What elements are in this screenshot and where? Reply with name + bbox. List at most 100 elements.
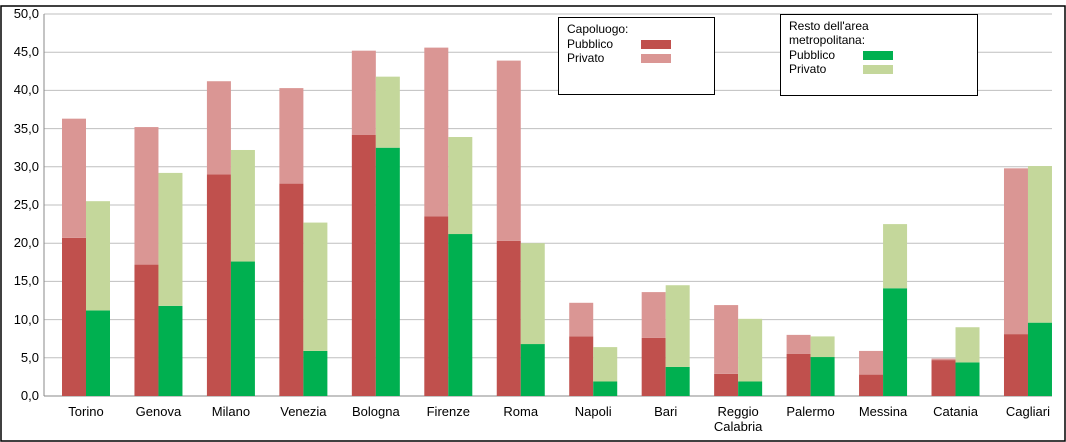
bar-segment <box>931 358 956 361</box>
bar-segment <box>230 149 255 262</box>
y-tick-label: 20,0 <box>13 235 39 251</box>
y-tick-label: 40,0 <box>13 82 39 98</box>
legend-swatch <box>863 50 893 60</box>
bar-segment <box>424 47 449 217</box>
bar-segment <box>738 318 763 382</box>
bar-segment <box>351 134 376 396</box>
x-tick-label: Torino <box>68 404 104 419</box>
bar-segment <box>448 137 473 235</box>
bar-segment <box>641 337 666 396</box>
legend-swatch <box>863 64 893 74</box>
bar-segment <box>1003 168 1028 335</box>
bar-segment <box>593 347 618 382</box>
bar-segment <box>859 374 884 396</box>
legend-item: Privato <box>567 51 706 65</box>
bar-segment <box>158 305 183 396</box>
bar-segment <box>931 360 956 396</box>
bar-segment <box>351 50 376 135</box>
bar-segment <box>714 305 739 374</box>
bar-segment <box>569 336 594 396</box>
y-tick-label: 15,0 <box>13 273 39 289</box>
x-tick-label: Genova <box>135 404 182 419</box>
bar-segment <box>303 222 328 351</box>
y-tick-label: 10,0 <box>13 311 39 327</box>
bar-segment <box>496 60 521 241</box>
bar-segment <box>859 350 884 375</box>
x-tick-label: Cagliari <box>1005 404 1050 419</box>
y-tick-label: 50,0 <box>13 6 39 21</box>
legend-label: Privato <box>789 62 827 76</box>
y-tick-label: 30,0 <box>13 158 39 174</box>
legend-swatch <box>641 53 671 63</box>
legend: Capoluogo: Pubblico Privato <box>558 17 715 95</box>
bar-segment <box>134 127 159 265</box>
legend-item: Pubblico <box>567 37 706 51</box>
bar-segment <box>569 302 594 337</box>
bar-segment <box>810 357 835 396</box>
bar-segment <box>1027 166 1052 323</box>
bar-segment <box>62 118 86 238</box>
bar-segment <box>448 234 473 396</box>
y-tick-label: 25,0 <box>13 197 39 212</box>
bar-segment <box>810 336 835 358</box>
bar-segment <box>593 381 618 396</box>
bar-segment <box>303 350 328 396</box>
legend-label: Privato <box>567 51 605 65</box>
legend-label: Pubblico <box>567 37 614 51</box>
bar-segment <box>714 373 739 396</box>
bar-segment <box>158 172 183 306</box>
bar-segment <box>1003 334 1028 396</box>
bar-segment <box>955 362 980 396</box>
bar-segment <box>206 174 231 396</box>
bar-segment <box>62 237 86 396</box>
legend-label: Pubblico <box>789 48 836 62</box>
bar-segment <box>279 88 304 184</box>
y-tick-label: 45,0 <box>13 44 39 60</box>
bar-segment <box>230 261 255 396</box>
x-tick-label: Milano <box>211 404 251 419</box>
y-tick-label: 5,0 <box>20 349 39 365</box>
bar-segment <box>641 292 666 338</box>
x-tick-label: Firenze <box>426 404 470 419</box>
bar-segment <box>883 224 908 289</box>
x-tick-label: Roma <box>503 404 539 419</box>
x-tick-label: Napoli <box>574 404 612 419</box>
frame <box>0 5 1066 442</box>
legend-item: Pubblico <box>789 48 969 62</box>
y-tick-label: 0,0 <box>20 388 39 403</box>
bar-segment <box>375 76 400 148</box>
legend: Resto dell'area metropolitana: Pubblico Pr… <box>780 14 978 96</box>
x-tick-label: Palermo <box>786 404 835 419</box>
bar-segment <box>883 288 908 396</box>
bar-segment <box>520 344 545 396</box>
bar-segment <box>786 334 811 354</box>
x-tick-label: Reggio Calabria <box>713 404 763 434</box>
bar-segment <box>665 366 690 396</box>
bar-segment <box>279 183 304 396</box>
bar-segment <box>738 381 763 396</box>
x-tick-label: Bari <box>654 404 678 419</box>
x-tick-label: Venezia <box>280 404 327 419</box>
bar-segment <box>786 353 811 396</box>
bar-segment <box>424 216 449 396</box>
x-tick-label: Catania <box>933 404 978 419</box>
y-tick-label: 35,0 <box>13 120 39 136</box>
bar-segment <box>134 264 159 396</box>
bar-segment <box>496 240 521 396</box>
legend-title: Capoluogo: <box>567 22 629 36</box>
bar-segment <box>86 310 110 396</box>
bar-segment <box>375 147 400 396</box>
bar-segment <box>86 201 110 311</box>
bar-segment <box>955 327 980 363</box>
x-tick-label: Bologna <box>351 404 400 419</box>
legend-title: Resto dell'area metropolitana: <box>789 19 869 47</box>
bar-segment <box>1027 322 1052 396</box>
bar-segment <box>206 81 231 175</box>
bar-segment <box>665 285 690 367</box>
legend-item: Privato <box>789 62 969 76</box>
legend-swatch <box>641 39 671 49</box>
bar-segment <box>520 243 545 345</box>
x-tick-label: Messina <box>858 404 908 419</box>
